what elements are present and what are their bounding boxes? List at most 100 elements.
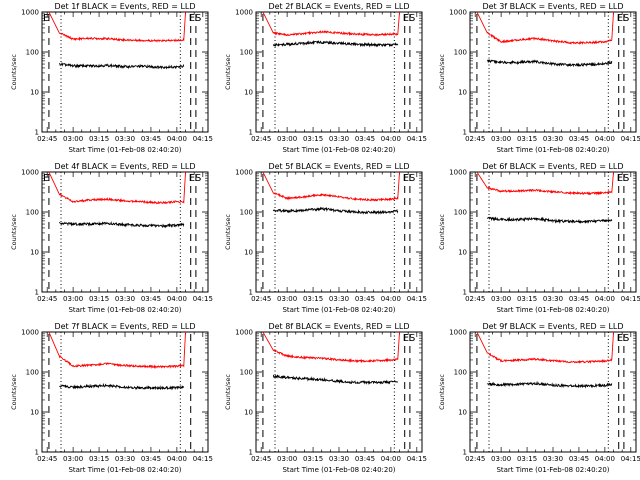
x-tick-label: 02:45 (251, 455, 271, 463)
x-tick-label: 04:00 (381, 455, 401, 463)
x-tick-label: 03:30 (115, 295, 135, 303)
x-tick-label: 03:15 (517, 455, 537, 463)
events-series-line (272, 39, 399, 48)
x-tick-label: 03:45 (141, 455, 161, 463)
plot-frame (41, 331, 209, 453)
x-tick-label: 04:00 (595, 135, 615, 143)
x-tick-label: 04:15 (621, 135, 640, 143)
y-axis-label: Counts/sec (10, 374, 18, 410)
x-tick-label: 04:15 (407, 135, 427, 143)
lld-series-line (48, 11, 186, 43)
x-tick-label: 03:45 (141, 135, 161, 143)
events-series-line (59, 382, 185, 391)
y-tick-label: 10 (244, 409, 253, 417)
x-tick-label: 03:30 (329, 295, 349, 303)
x-tick-label: 03:45 (355, 135, 375, 143)
x-axis-label: Start Time (01-Feb-08 02:40:20) (68, 146, 181, 154)
x-tick-label: 04:00 (381, 135, 401, 143)
chart-panel: Det 4f BLACK = Events, RED = LLD Counts/s… (10, 162, 213, 314)
y-tick-label: 100 (454, 369, 467, 377)
chart-panel: Det 2f BLACK = Events, RED = LLD Counts/s… (224, 2, 427, 154)
y-tick-label: 1 (35, 129, 39, 137)
x-axis-label: Start Time (01-Feb-08 02:40:20) (282, 306, 395, 314)
chart-panel: Det 9f BLACK = Events, RED = LLD Counts/s… (438, 322, 640, 474)
x-tick-label: 03:30 (543, 455, 563, 463)
plot-frame (469, 331, 637, 453)
x-tick-label: 03:15 (303, 135, 323, 143)
lld-series-line (48, 171, 186, 205)
chart-title: Det 4f BLACK = Events, RED = LLD (54, 162, 195, 171)
y-tick-label: 1 (463, 449, 467, 457)
lld-series-line (262, 331, 400, 364)
events-series-line (272, 374, 399, 386)
x-axis-label: Start Time (01-Feb-08 02:40:20) (496, 146, 609, 154)
x-tick-label: 04:15 (621, 455, 640, 463)
x-tick-label: 03:30 (329, 135, 349, 143)
x-tick-label: 03:15 (517, 295, 537, 303)
chart-panel: Det 3f BLACK = Events, RED = LLD Counts/s… (438, 2, 640, 154)
plot-frame (255, 331, 423, 453)
x-tick-label: 03:30 (115, 135, 135, 143)
x-tick-label: 03:45 (569, 135, 589, 143)
y-tick-label: 1000 (235, 329, 253, 337)
x-tick-label: 03:15 (517, 135, 537, 143)
y-tick-label: 1000 (21, 169, 39, 177)
x-tick-label: 02:45 (37, 455, 57, 463)
lld-series-line (262, 171, 400, 202)
x-tick-label: 03:30 (543, 135, 563, 143)
x-tick-label: 04:15 (621, 295, 640, 303)
annotation-right: ES (403, 13, 416, 24)
x-tick-label: 03:45 (141, 295, 161, 303)
y-tick-label: 1 (249, 289, 253, 297)
y-axis-label: Counts/sec (438, 54, 446, 90)
x-tick-label: 03:00 (277, 295, 297, 303)
x-tick-label: 04:15 (407, 295, 427, 303)
y-tick-label: 100 (240, 369, 253, 377)
x-tick-label: 04:00 (595, 455, 615, 463)
y-tick-label: 10 (458, 249, 467, 257)
annotation-left: E (43, 173, 49, 184)
x-tick-label: 03:15 (89, 135, 109, 143)
y-axis-label: Counts/sec (10, 54, 18, 90)
annotation-right: ES (617, 173, 630, 184)
annotation-right: ES (189, 13, 202, 24)
lld-series-line (476, 171, 614, 196)
x-tick-label: 03:30 (115, 455, 135, 463)
y-tick-label: 10 (30, 249, 39, 257)
y-tick-label: 1000 (449, 329, 467, 337)
x-tick-label: 02:45 (251, 135, 271, 143)
y-axis-label: Counts/sec (438, 374, 446, 410)
x-tick-label: 03:00 (277, 455, 297, 463)
x-tick-label: 03:00 (491, 455, 511, 463)
y-tick-label: 1 (249, 449, 253, 457)
x-tick-label: 02:45 (37, 135, 57, 143)
y-tick-label: 1000 (21, 9, 39, 17)
chart-panel: Det 1f BLACK = Events, RED = LLD Counts/s… (10, 2, 213, 154)
y-tick-label: 1 (463, 129, 467, 137)
x-tick-label: 03:00 (63, 295, 83, 303)
x-tick-label: 02:45 (37, 295, 57, 303)
events-series-line (487, 380, 613, 389)
y-tick-label: 1000 (449, 169, 467, 177)
chart-title: Det 8f BLACK = Events, RED = LLD (268, 322, 409, 331)
y-tick-label: 1000 (21, 329, 39, 337)
x-tick-label: 04:00 (167, 455, 187, 463)
y-tick-label: 100 (26, 49, 39, 57)
chart-title: Det 9f BLACK = Events, RED = LLD (482, 322, 623, 331)
x-tick-label: 03:00 (277, 135, 297, 143)
y-tick-label: 1 (35, 289, 39, 297)
y-tick-label: 10 (458, 409, 467, 417)
x-axis-label: Start Time (01-Feb-08 02:40:20) (282, 466, 395, 474)
x-tick-label: 02:45 (465, 455, 485, 463)
lld-series-line (476, 11, 614, 45)
annotation-right: ES (403, 333, 416, 344)
y-tick-label: 1000 (235, 169, 253, 177)
x-tick-label: 02:45 (465, 295, 485, 303)
x-tick-label: 03:30 (329, 455, 349, 463)
chart-panel: Det 8f BLACK = Events, RED = LLD Counts/s… (224, 322, 427, 474)
plot-frame (41, 171, 209, 293)
chart-panel: Det 6f BLACK = Events, RED = LLD Counts/s… (438, 162, 640, 314)
y-tick-label: 100 (454, 49, 467, 57)
plot-frame (255, 11, 423, 133)
chart-panel: Det 5f BLACK = Events, RED = LLD Counts/s… (224, 162, 427, 314)
